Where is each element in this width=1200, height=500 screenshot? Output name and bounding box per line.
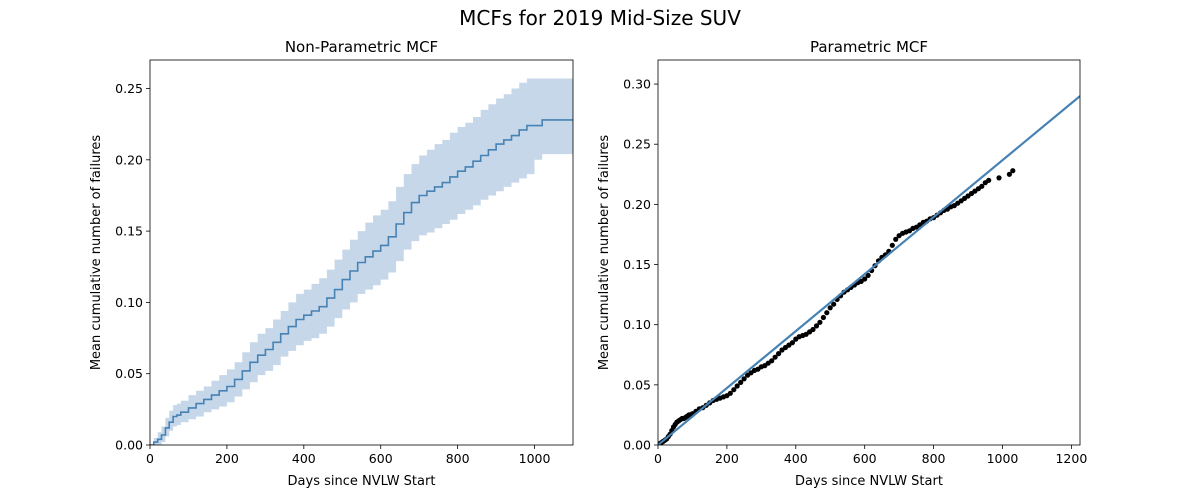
data-point	[986, 177, 992, 183]
plot-area	[658, 95, 1080, 445]
y-tick-label: 0.25	[115, 81, 143, 96]
subplot-title: Non-Parametric MCF	[285, 38, 438, 56]
data-point	[772, 354, 778, 360]
data-point	[810, 326, 816, 333]
data-point	[789, 340, 796, 346]
x-tick-label: 400	[292, 451, 316, 466]
data-point	[862, 276, 868, 282]
x-tick-label: 800	[446, 451, 470, 466]
chart-parametric-mcf: 0 200 400 600 800 1000 1200 0.00 0.05 0.10 0.15 0.2…	[597, 38, 1087, 489]
y-axis-label: Mean cumulative number of failures	[89, 135, 104, 371]
x-axis-label: Days since NVLW Start	[288, 474, 436, 489]
x-tick-label: 200	[715, 451, 739, 466]
data-point	[731, 387, 737, 393]
x-tick-label: 600	[853, 451, 877, 466]
data-point	[813, 323, 820, 329]
data-point	[831, 301, 837, 307]
data-point	[893, 236, 899, 242]
y-tick-label: 0.00	[623, 438, 651, 453]
fitted-mcf-line	[658, 95, 1080, 445]
data-point	[741, 376, 747, 382]
x-tick-label: 1000	[519, 451, 551, 466]
x-tick-label: 400	[784, 451, 808, 466]
data-point	[776, 351, 782, 357]
y-tick-label: 0.10	[623, 317, 651, 332]
data-point	[827, 305, 833, 311]
data-point	[738, 379, 744, 385]
data-point	[727, 390, 733, 396]
y-tick-label: 0.05	[115, 366, 143, 381]
y-axis-label: Mean cumulative number of failures	[597, 135, 612, 371]
data-point	[996, 175, 1002, 181]
data-point	[1010, 168, 1016, 174]
x-tick-label: 1000	[987, 451, 1019, 466]
y-tick-label: 0.00	[115, 438, 143, 453]
chart-non-parametric-mcf: 0 200 400 600 800 1000 0.00 0.05 0.10 0.15 0.20 0.2…	[89, 38, 574, 489]
data-point	[820, 314, 827, 321]
y-tick-label: 0.30	[623, 77, 651, 92]
axes-frame	[149, 59, 574, 446]
x-axis-label: Days since NVLW Start	[795, 474, 943, 489]
y-tick-label: 0.25	[623, 137, 651, 152]
x-tick-label: 600	[369, 451, 393, 466]
x-tick-label: 1200	[1055, 451, 1087, 466]
x-tick-label: 200	[215, 451, 239, 466]
data-point	[979, 183, 985, 189]
y-tick-label: 0.15	[623, 257, 651, 272]
x-tick-label: 800	[922, 451, 946, 466]
data-point	[769, 358, 775, 364]
y-tick-label: 0.15	[115, 224, 143, 239]
data-point	[865, 272, 871, 278]
subplot-title: Parametric MCF	[810, 38, 928, 56]
data-point	[889, 242, 895, 248]
data-point	[1006, 171, 1013, 177]
y-tick-label: 0.20	[115, 152, 143, 167]
figure-title: MCFs for 2019 Mid-Size SUV	[459, 6, 741, 30]
data-point	[824, 310, 830, 316]
axes-frame	[657, 59, 1081, 446]
data-point	[734, 383, 740, 389]
y-tick-label: 0.10	[115, 295, 143, 310]
mcf-line	[150, 119, 573, 445]
y-tick-label: 0.05	[623, 377, 651, 392]
x-tick-label: 0	[146, 451, 154, 466]
y-tick-label: 0.20	[623, 197, 651, 212]
plot-area	[150, 78, 573, 445]
x-tick-label: 0	[654, 451, 662, 466]
data-point	[817, 319, 823, 325]
